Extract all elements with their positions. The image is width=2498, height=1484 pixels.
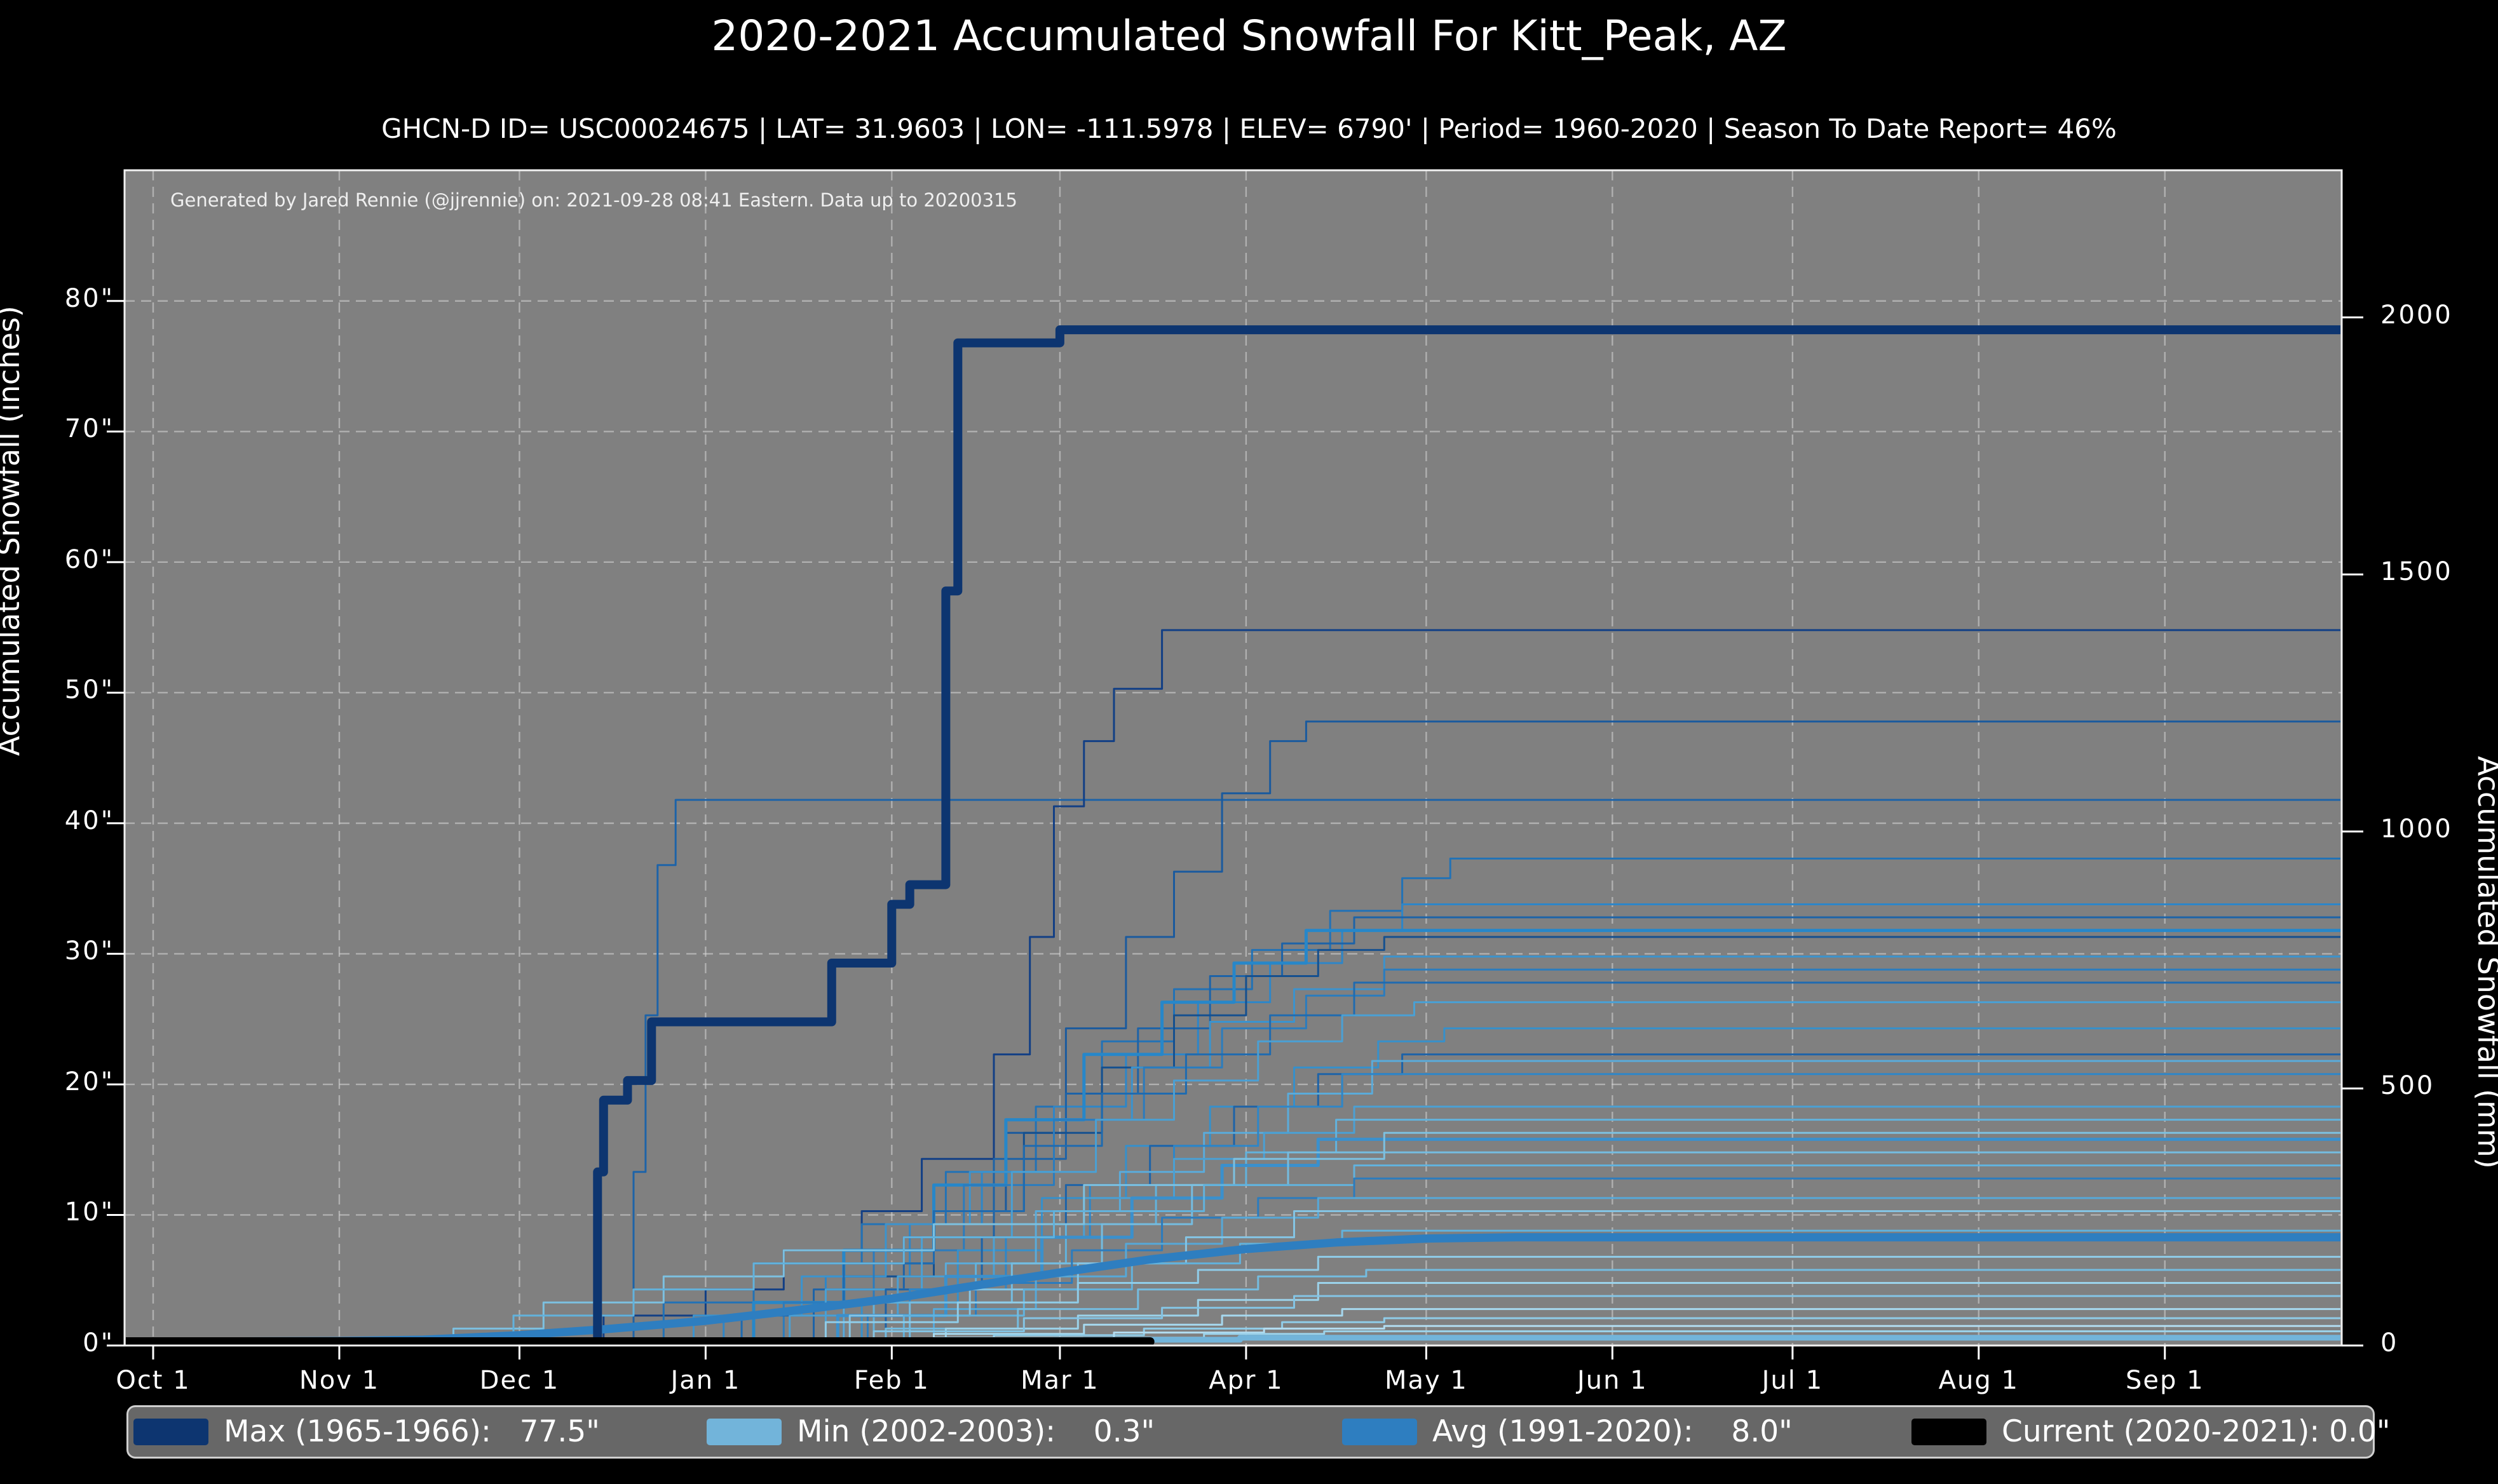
y-right-tick-label: 500 [2380,1071,2435,1101]
season-line [730,1210,2340,1343]
legend-swatch-min [707,1419,782,1445]
x-tick-label: May 1 [1384,1366,1468,1395]
station-metadata-subtitle: GHCN-D ID= USC00024675 | LAT= 31.9603 | … [381,113,2117,144]
plot-border [123,169,2343,1347]
legend-swatch-current [1911,1419,1986,1445]
plot-background [125,170,2342,1346]
legend-label-max: Max (1965-1966): 77.5" [224,1414,600,1449]
x-tick-label: Nov 1 [299,1366,380,1395]
x-tick-label: Jan 1 [670,1366,741,1395]
x-tick-label: Apr 1 [1209,1366,1284,1395]
y-axis-right-title: Accumulated Snowfall (mm) [2471,756,2498,1169]
season-line [693,1255,2340,1343]
avg-season-line [126,1233,2340,1346]
legend-label-min: Min (2002-2003): 0.3" [797,1414,1155,1449]
y-right-tick-label: 1500 [2380,557,2453,587]
y-right-tick-label: 1000 [2380,814,2453,844]
y-left-tick-label: 70" [64,414,114,444]
y-left-tick-label: 80" [64,283,114,313]
x-tick-label: Sep 1 [2125,1366,2204,1395]
legend-box [126,1405,2375,1459]
season-line [825,1197,2340,1343]
y-right-tick-label: 0 [2380,1328,2399,1358]
x-tick-label: Feb 1 [853,1366,930,1395]
season-line [754,1269,2340,1343]
y-left-tick-label: 50" [64,675,114,705]
season-line [784,1308,2340,1343]
y-right-tick-label: 2000 [2380,300,2453,330]
x-tick-label: Oct 1 [116,1366,191,1395]
max-season-line [126,325,2340,1346]
x-tick-label: Mar 1 [1021,1366,1099,1395]
page-title: 2020-2021 Accumulated Snowfall For Kitt_… [711,11,1787,60]
y-left-tick-label: 20" [64,1067,114,1096]
y-left-tick-label: 60" [64,544,114,574]
season-line [381,1131,2340,1343]
x-tick-label: Jun 1 [1577,1366,1648,1395]
legend-swatch-avg [1342,1419,1417,1445]
legend-swatch-max [133,1419,208,1445]
x-tick-label: Jul 1 [1761,1366,1824,1395]
season-line [723,1295,2340,1343]
legend-label-avg: Avg (1991-2020): 8.0" [1432,1414,1793,1449]
y-left-tick-label: 40" [64,806,114,835]
y-left-tick-label: 30" [64,936,114,966]
season-line [801,1151,2340,1343]
legend-label-current: Current (2020-2021): 0.0" [2002,1414,2391,1449]
y-left-tick-label: 0" [83,1328,114,1358]
credit-annotation: Generated by Jared Rennie (@jjrennie) on… [170,189,1017,211]
x-tick-label: Aug 1 [1938,1366,2019,1395]
x-tick-label: Dec 1 [479,1366,560,1395]
season-line [621,799,2340,1343]
y-left-tick-label: 10" [64,1197,114,1227]
